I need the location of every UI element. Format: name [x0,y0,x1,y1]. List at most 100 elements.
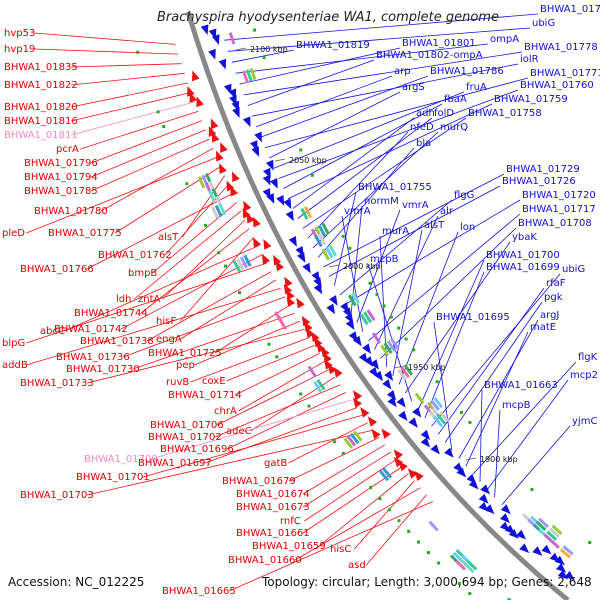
leader-line [70,101,196,136]
category-block [433,396,444,409]
right-gene-label: BHWA1_01786 [430,66,504,77]
gc-marker [437,561,441,565]
category-block [313,381,323,393]
category-block [400,366,410,379]
leader-line [356,209,401,323]
left-gene-label: BHWA1_01709 [84,454,158,465]
category-block [211,206,219,219]
reverse-gene-arrow [333,367,343,378]
leader-line [323,173,505,268]
leader-line [100,147,214,212]
leader-line [226,392,346,450]
right-gene-label: pgk [544,292,563,303]
category-block [214,204,223,218]
kbp-mark: 1900 kbp [480,455,518,464]
leader-line [494,409,501,498]
left-gene-label: BHWA1_01674 [236,489,310,500]
kbp-scale: 2100 kbp 2050 kbp 2000 kbp 1950 kbp 1900… [235,45,518,464]
forward-gene-arrow [352,335,362,347]
leader-line [501,425,571,505]
leader-line [317,147,415,258]
category-block [379,470,389,482]
reverse-gene-arrow [360,407,370,418]
forward-gene-arrow [218,58,227,70]
category-block [436,413,447,425]
forward-gene-arrow [208,48,216,60]
reverse-gene-arrow [414,470,424,482]
gc-marker [407,529,411,533]
left-gene-label: hisF [156,316,176,327]
gc-marker [341,451,345,455]
right-gene-label: ompA [490,34,519,45]
leader-line [417,259,485,410]
reverse-gene-arrow [381,428,391,439]
category-block [314,235,323,248]
right-gene-label: vmrA [402,200,429,211]
gc-marker [457,582,461,585]
leader-line [235,43,489,74]
forward-gene-arrow [211,34,220,45]
reverse-gene-arrow [352,390,363,401]
left-gene-label: engA [156,334,182,345]
gc-marker [348,246,352,250]
forward-gene-arrow [444,447,454,458]
left-gene-label: rnfC [280,516,301,527]
reverse-gene-arrow [313,336,323,348]
reverse-gene-arrow [246,212,255,224]
gc-marker [262,56,266,60]
leader-line [26,262,267,344]
left-gene-label: BHWA1_01811 [4,130,78,141]
leader-line [34,32,176,45]
kbp-mark: 2100 kbp [250,45,288,54]
genome-backbone-arc [185,11,570,600]
gc-marker [310,173,314,177]
reverse-gene-arrow [210,118,219,130]
gc-marker [369,486,373,490]
gc-marker [417,540,420,544]
reverse-gene-arrow [393,449,404,460]
reverse-gene-arrow [196,96,204,108]
reverse-gene-arrow [367,416,378,427]
forward-gene-arrow [265,159,274,171]
left-gene-labels: hvp53 hvp19 BHWA1_01835 BHWA1_01822 BHWA1_01… [2,28,366,597]
forward-gene-arrow [302,262,311,274]
leader-line [472,361,577,475]
reverse-gene-arrow [305,327,315,339]
leader-line [424,271,485,419]
leader-line [152,202,237,274]
category-block [278,318,287,331]
left-gene-label: ldh [116,294,131,305]
leader-line [247,59,375,106]
leader-line [134,210,242,300]
category-block [546,530,558,541]
left-gene-label: adeC [226,426,252,437]
leader-line [365,494,428,566]
forward-gene-arrow [478,493,489,504]
right-gene-label: BHWA1_01760 [520,80,594,91]
left-gene-label: BHWA1_01703 [20,490,94,501]
left-gene-label: BHWA1_01736 [56,352,130,363]
forward-gene-arrow [420,437,431,448]
reverse-gene-arrow [310,331,320,343]
right-gene-label: mcpB [370,254,399,265]
gc-marker [460,410,463,414]
leader-line [204,407,357,464]
forward-gene-arrow [468,479,479,490]
leader-line [294,487,421,561]
reverse-gene-arrow [407,468,418,479]
left-gene-label: bmpB [128,268,157,279]
category-block [433,415,443,428]
leader-line [292,117,415,209]
category-block [321,248,331,261]
forward-gene-arrow [430,444,440,455]
gc-marker [468,592,472,595]
left-gene-label: BHWA1_01696 [160,444,234,455]
category-block [236,258,245,271]
category-block [430,399,440,411]
leader-line [465,331,529,467]
right-gene-label: folD [434,108,454,119]
right-gene-label: BHWA1_01699 [486,262,560,273]
category-block [551,524,563,535]
leader-line [433,321,453,451]
